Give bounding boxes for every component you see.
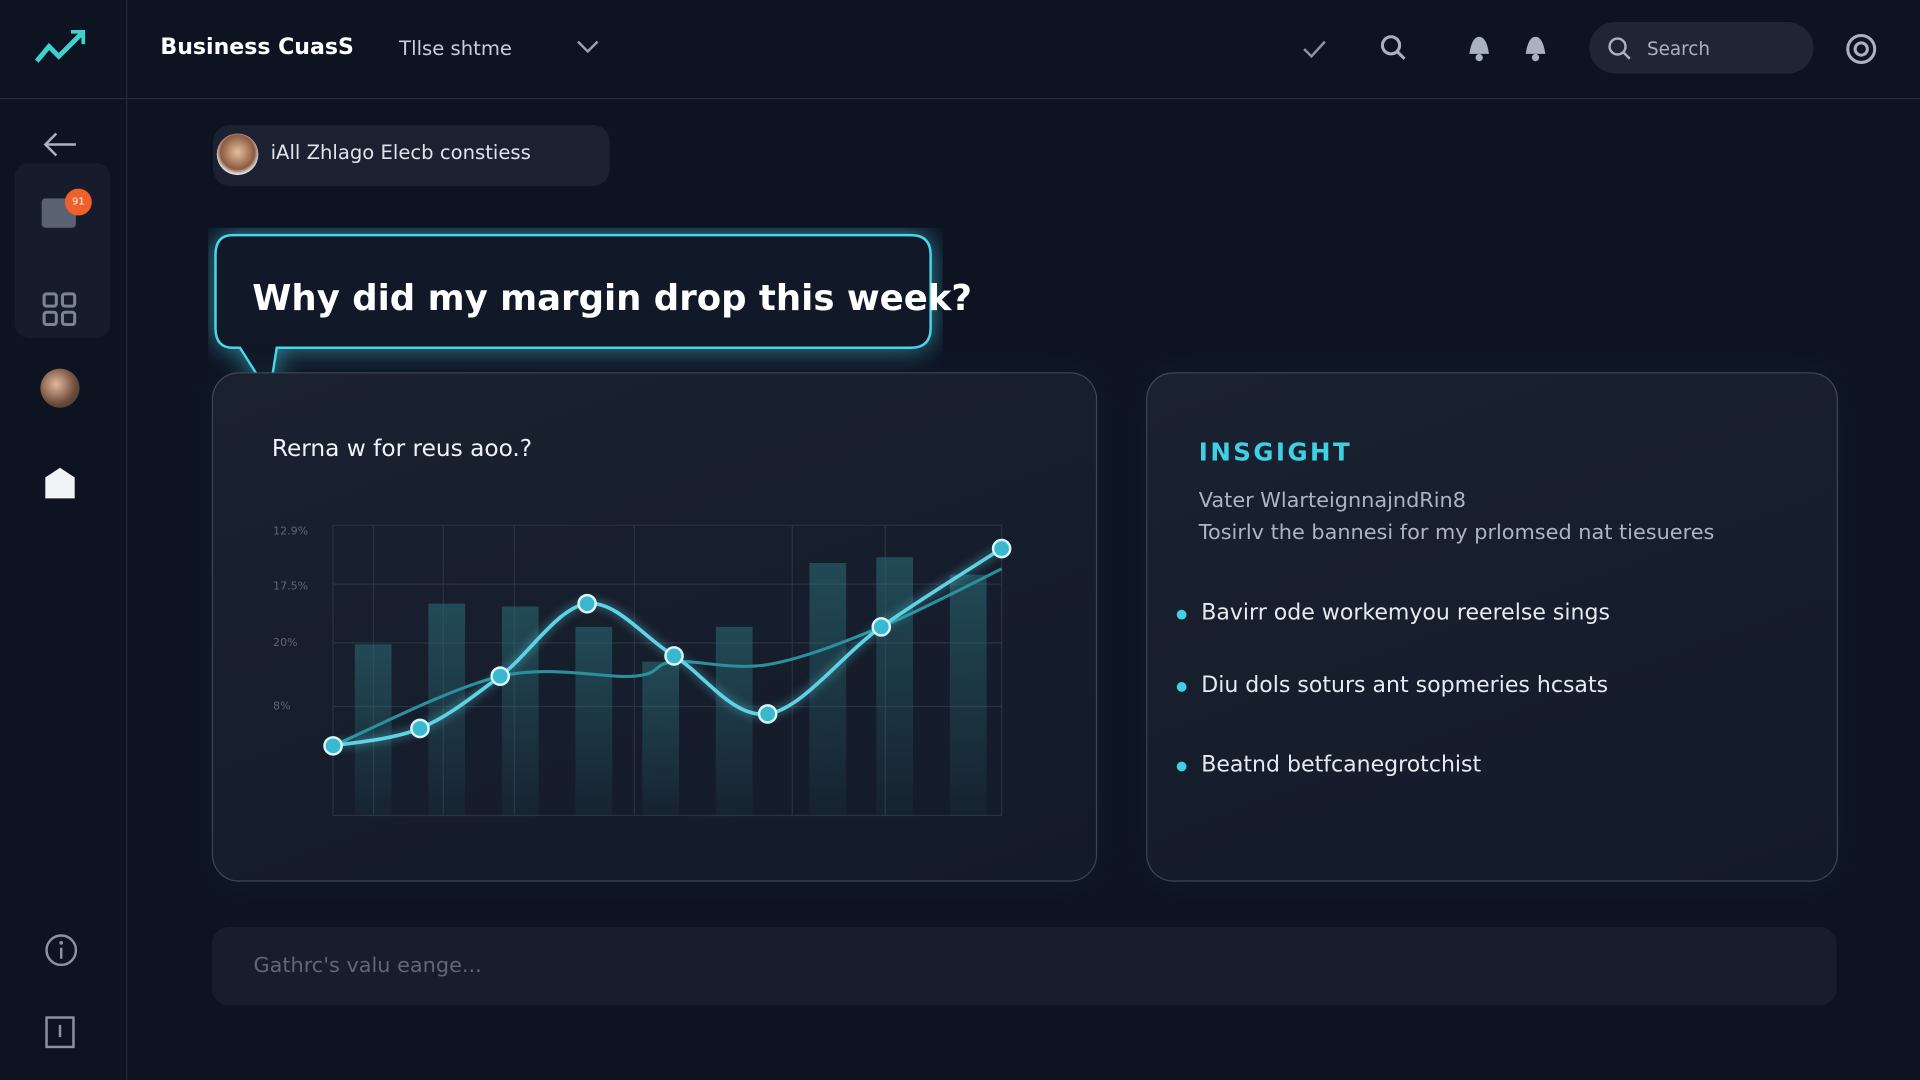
point bbox=[577, 593, 597, 614]
sidebar-group bbox=[14, 162, 111, 338]
brand: Business CuasS bbox=[160, 34, 354, 61]
chat-input[interactable] bbox=[211, 926, 1837, 1006]
bar bbox=[354, 644, 392, 816]
bar bbox=[642, 661, 680, 816]
point bbox=[664, 646, 684, 666]
bell-icon[interactable] bbox=[1521, 32, 1550, 64]
chart: Rerna w for reus aoo.? 12.9% 17.5% 20% 8% bbox=[272, 435, 1012, 817]
bar bbox=[876, 557, 914, 816]
question-bubble bbox=[214, 233, 932, 398]
sidebar-avatar[interactable] bbox=[40, 368, 80, 408]
info-icon[interactable] bbox=[44, 933, 78, 967]
logo bbox=[34, 30, 86, 63]
insight-heading: INSGIGHT bbox=[1198, 437, 1353, 467]
question: Why did my margin drop this week? bbox=[252, 276, 973, 319]
sidebar bbox=[0, 0, 128, 1080]
alert-icon[interactable] bbox=[1464, 32, 1493, 64]
settings-icon[interactable] bbox=[1844, 32, 1878, 66]
bar bbox=[575, 626, 613, 816]
insight-card: INSGIGHT Vater WlarteignnajndRin8 Tosirl… bbox=[1146, 372, 1838, 882]
insight-bullet: Bavirr ode workemyou reerelse sings bbox=[1176, 600, 1610, 626]
insight-bullet: Diu dols soturs ant sopmeries hcsats bbox=[1176, 672, 1609, 698]
search-box[interactable] bbox=[1589, 22, 1814, 74]
bar bbox=[949, 574, 987, 816]
dropdown[interactable]: Tllse shtme bbox=[399, 36, 512, 61]
insight-line: Vater WlarteignnajndRin8 bbox=[1198, 488, 1466, 514]
check-icon[interactable] bbox=[1300, 37, 1329, 61]
point bbox=[757, 704, 778, 724]
bar bbox=[428, 603, 466, 816]
y-tick-label: 17.5% bbox=[273, 580, 308, 593]
y-tick-label: 12.9% bbox=[273, 524, 308, 537]
bar bbox=[715, 626, 753, 816]
bar bbox=[809, 563, 847, 816]
back-icon[interactable] bbox=[42, 130, 79, 159]
point bbox=[490, 666, 511, 687]
badge: 91 bbox=[64, 188, 92, 216]
input-placeholder: Gathrc's valu eange... bbox=[253, 953, 482, 979]
y-tick-label: 8% bbox=[273, 700, 290, 713]
chevron[interactable] bbox=[576, 39, 600, 56]
point bbox=[410, 718, 430, 739]
y-tick-label: 20% bbox=[273, 636, 297, 649]
user-pill[interactable] bbox=[213, 124, 610, 187]
search-placeholder: Search bbox=[1646, 37, 1711, 61]
search-icon[interactable] bbox=[1379, 33, 1408, 62]
point bbox=[323, 736, 343, 756]
point bbox=[871, 617, 892, 637]
point bbox=[991, 538, 1012, 559]
share-icon[interactable] bbox=[42, 465, 79, 502]
panel-icon[interactable] bbox=[44, 1015, 78, 1049]
insight-bullet: Beatnd betfcanegrotchist bbox=[1176, 751, 1482, 778]
insight-line: Tosirlv the bannesi for my prlomsed nat … bbox=[1198, 520, 1715, 545]
chart-title: Rerna w for reus aoo.? bbox=[272, 435, 532, 462]
grid-icon[interactable] bbox=[42, 291, 79, 328]
search-box-icon bbox=[1608, 37, 1631, 60]
header bbox=[0, 0, 1920, 100]
user-avatar bbox=[216, 133, 259, 176]
bar bbox=[501, 606, 539, 816]
user-name: iAll Zhlago Elecb constiess bbox=[270, 140, 531, 165]
